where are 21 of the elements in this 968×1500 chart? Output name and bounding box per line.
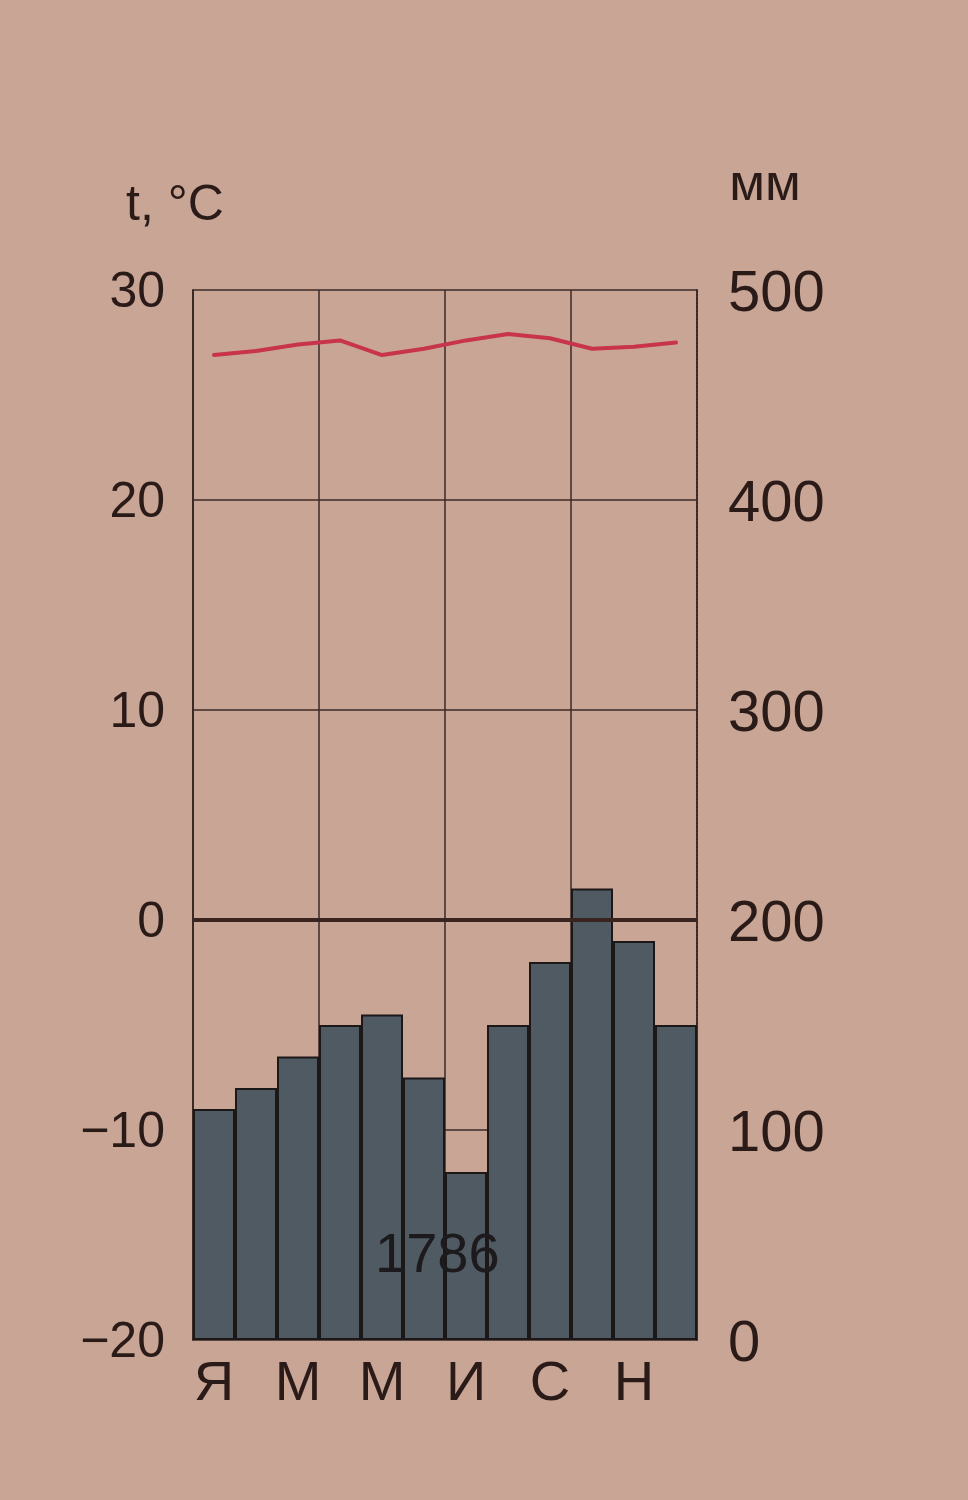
- x-tick-label: М: [274, 1348, 322, 1412]
- x-tick-label: Я: [193, 1348, 235, 1412]
- y-tick-label: −20: [80, 1312, 165, 1368]
- x-tick-label: Н: [613, 1348, 655, 1412]
- x-tick-label: М: [358, 1348, 406, 1412]
- y2-tick-label: 0: [728, 1307, 761, 1373]
- x-tick-label: И: [445, 1348, 487, 1412]
- y2-tick-label: 500: [728, 257, 825, 323]
- y2-tick-label: 200: [728, 887, 825, 953]
- y2-tick-label: 300: [728, 677, 825, 743]
- y-axis-title: t, °C: [126, 175, 224, 231]
- y2-axis-title: мм: [729, 153, 801, 211]
- y-tick-label: 10: [109, 682, 165, 738]
- y-tick-label: 0: [137, 892, 165, 948]
- y2-tick-label: 100: [728, 1097, 825, 1163]
- y-tick-label: 30: [109, 262, 165, 318]
- y2-tick-label: 400: [728, 467, 825, 533]
- line-series: [212, 332, 678, 358]
- y-tick-label: 20: [109, 472, 165, 528]
- x-tick-label: С: [529, 1348, 571, 1412]
- y-tick-label: −10: [80, 1102, 165, 1158]
